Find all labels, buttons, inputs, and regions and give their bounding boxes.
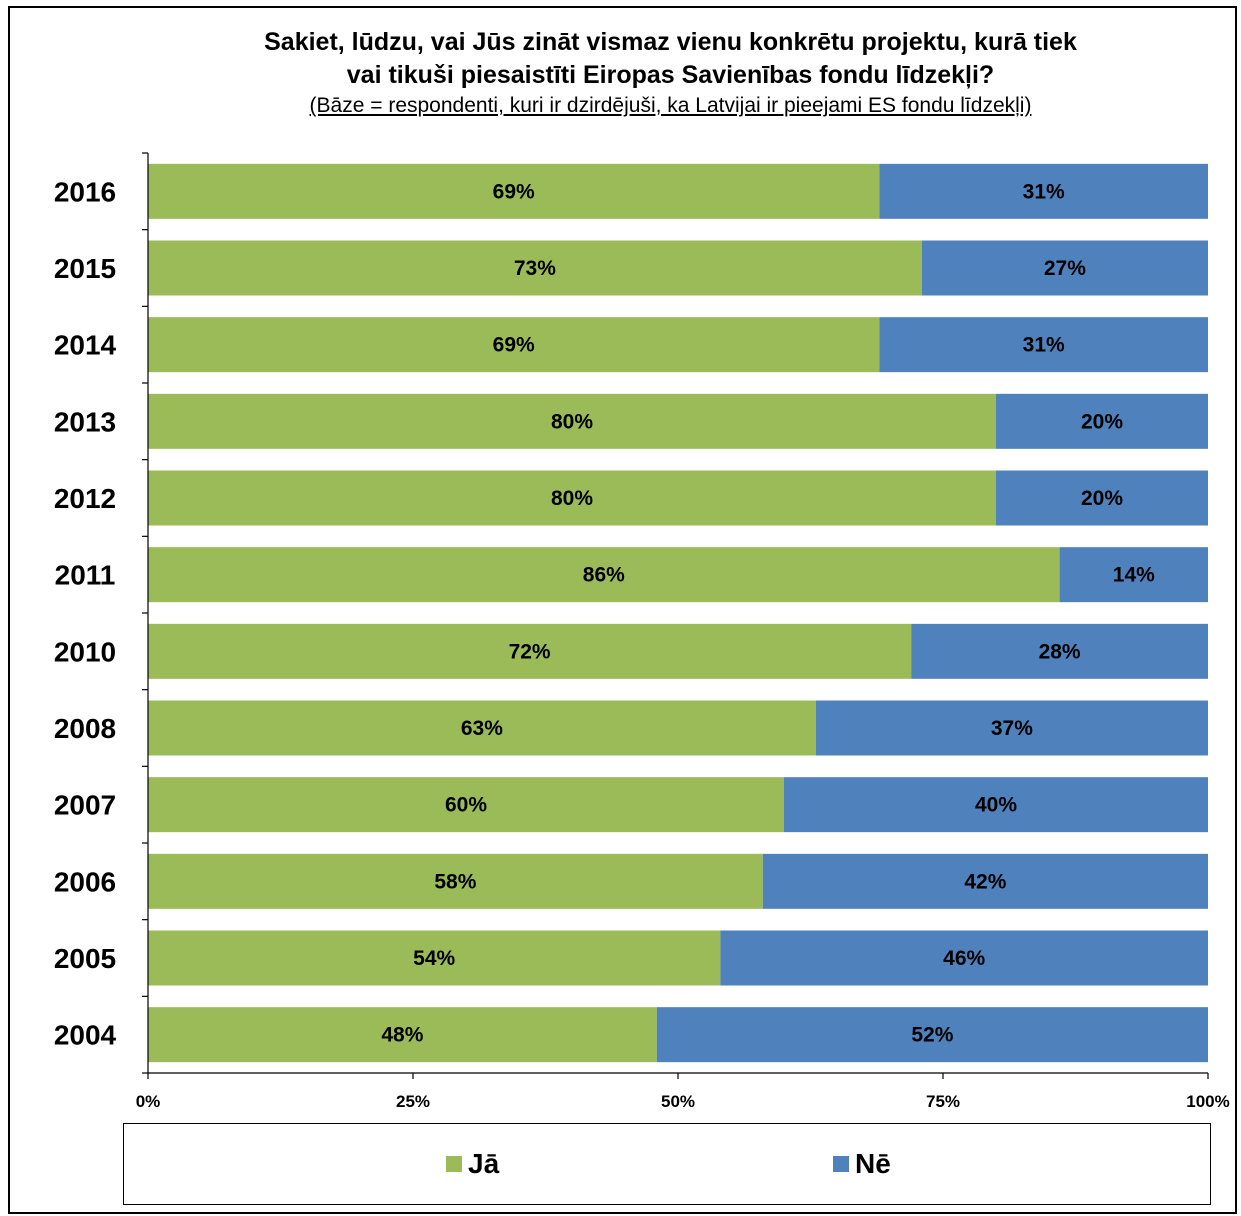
bar-chart: 69% 31% 2016 73% 27% 2015 69% 31% 2014 80% 20% 2013…: [54, 152, 1230, 1111]
data-label-ja-2006: 58%: [434, 870, 476, 893]
legend-item-ne: Nē: [833, 1148, 891, 1180]
data-label-ja-2015: 73%: [514, 257, 556, 280]
data-label-ne-2016: 31%: [1023, 180, 1065, 203]
bar-ja-2010: [148, 623, 912, 679]
bar-ja-2008: [148, 700, 816, 756]
bar-ne-2010: [911, 623, 1208, 679]
bar-ja-2012: [148, 470, 996, 526]
data-label-ja-2011: 86%: [583, 564, 625, 587]
data-label-ja-2012: 80%: [551, 487, 593, 510]
bar-ne-2008: [815, 700, 1208, 756]
x-tick-label-0: 0%: [136, 1092, 161, 1111]
category-label-2013: 2013: [54, 406, 116, 437]
x-tick-label-4: 100%: [1186, 1092, 1229, 1111]
data-label-ne-2006: 42%: [964, 870, 1006, 893]
legend-label-ja: Jā: [468, 1148, 500, 1179]
bar-ne-2015: [921, 240, 1208, 296]
data-label-ne-2014: 31%: [1023, 334, 1065, 357]
chart-subtitle: (Bāze = respondenti, kuri ir dzirdējuši,…: [309, 94, 1032, 117]
category-label-2014: 2014: [54, 330, 117, 361]
data-label-ja-2014: 69%: [493, 334, 535, 357]
legend-swatch-ja: [446, 1156, 462, 1172]
legend-swatch-ne: [833, 1156, 849, 1172]
category-label-2012: 2012: [54, 483, 116, 514]
category-label-2010: 2010: [54, 636, 116, 667]
bar-ja-2007: [148, 777, 784, 833]
data-label-ja-2010: 72%: [509, 640, 551, 663]
data-label-ne-2015: 27%: [1044, 257, 1086, 280]
bar-ne-2014: [879, 317, 1208, 373]
category-label-2004: 2004: [54, 1020, 117, 1051]
data-label-ne-2011: 14%: [1113, 564, 1155, 587]
category-label-2006: 2006: [54, 866, 116, 897]
bar-ja-2005: [148, 930, 721, 986]
bar-ja-2014: [148, 317, 880, 373]
x-tick-label-2: 50%: [661, 1092, 695, 1111]
category-label-2015: 2015: [54, 253, 116, 284]
data-label-ne-2005: 46%: [943, 947, 985, 970]
x-tick-label-3: 75%: [926, 1092, 960, 1111]
data-label-ja-2016: 69%: [493, 180, 535, 203]
data-label-ja-2007: 60%: [445, 794, 487, 817]
chart-title-line-1: Sakiet, lūdzu, vai Jūs zināt vismaz vien…: [264, 28, 1077, 56]
bar-ne-2012: [996, 470, 1208, 526]
data-label-ne-2004: 52%: [911, 1024, 953, 1047]
category-label-2007: 2007: [54, 790, 116, 821]
data-label-ja-2005: 54%: [413, 947, 455, 970]
legend-item-ja: Jā: [446, 1148, 499, 1180]
bar-ne-2011: [1059, 547, 1208, 603]
category-label-2008: 2008: [54, 713, 116, 744]
legend-label-ne: Nē: [855, 1148, 891, 1179]
category-label-2016: 2016: [54, 176, 116, 207]
legend: Jā Nē: [123, 1123, 1211, 1205]
data-label-ja-2013: 80%: [551, 410, 593, 433]
data-label-ne-2010: 28%: [1039, 640, 1081, 663]
bar-ja-2016: [148, 163, 880, 219]
category-label-2011: 2011: [55, 560, 116, 591]
chart-title-line-2: vai tikuši piesaistīti Eiropas Savienība…: [346, 61, 995, 89]
data-label-ne-2013: 20%: [1081, 410, 1123, 433]
bar-ja-2011: [148, 547, 1060, 603]
bar-ja-2015: [148, 240, 922, 296]
data-label-ja-2004: 48%: [381, 1024, 423, 1047]
bar-ne-2016: [879, 163, 1208, 219]
bar-ne-2007: [784, 777, 1208, 833]
bar-ne-2006: [762, 853, 1208, 909]
bar-ne-2005: [720, 930, 1208, 986]
bar-ja-2006: [148, 853, 763, 909]
data-label-ja-2008: 63%: [461, 717, 503, 740]
data-label-ne-2007: 40%: [975, 794, 1017, 817]
bar-ne-2004: [656, 1007, 1208, 1063]
data-label-ne-2008: 37%: [991, 717, 1033, 740]
bar-ja-2004: [148, 1007, 657, 1063]
x-tick-label-1: 25%: [396, 1092, 430, 1111]
data-label-ne-2012: 20%: [1081, 487, 1123, 510]
bar-ne-2013: [996, 393, 1208, 449]
bar-ja-2013: [148, 393, 996, 449]
category-label-2005: 2005: [54, 943, 116, 974]
